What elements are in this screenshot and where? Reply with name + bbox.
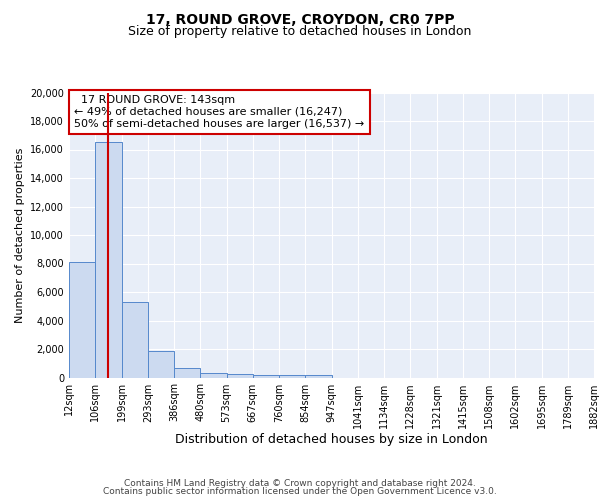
Text: Contains HM Land Registry data © Crown copyright and database right 2024.: Contains HM Land Registry data © Crown c… <box>124 478 476 488</box>
Text: 17, ROUND GROVE, CROYDON, CR0 7PP: 17, ROUND GROVE, CROYDON, CR0 7PP <box>146 12 454 26</box>
Text: Contains public sector information licensed under the Open Government Licence v3: Contains public sector information licen… <box>103 487 497 496</box>
Bar <box>305 376 331 378</box>
Bar <box>174 368 200 378</box>
X-axis label: Distribution of detached houses by size in London: Distribution of detached houses by size … <box>175 434 488 446</box>
Y-axis label: Number of detached properties: Number of detached properties <box>15 148 25 322</box>
Text: 17 ROUND GROVE: 143sqm
← 49% of detached houses are smaller (16,247)
50% of semi: 17 ROUND GROVE: 143sqm ← 49% of detached… <box>74 96 365 128</box>
Bar <box>200 373 227 378</box>
Bar <box>95 142 121 378</box>
Bar <box>253 374 279 378</box>
Bar <box>279 375 305 378</box>
Bar <box>69 262 95 378</box>
Text: Size of property relative to detached houses in London: Size of property relative to detached ho… <box>128 25 472 38</box>
Bar <box>227 374 253 378</box>
Bar <box>148 351 174 378</box>
Bar <box>121 302 148 378</box>
